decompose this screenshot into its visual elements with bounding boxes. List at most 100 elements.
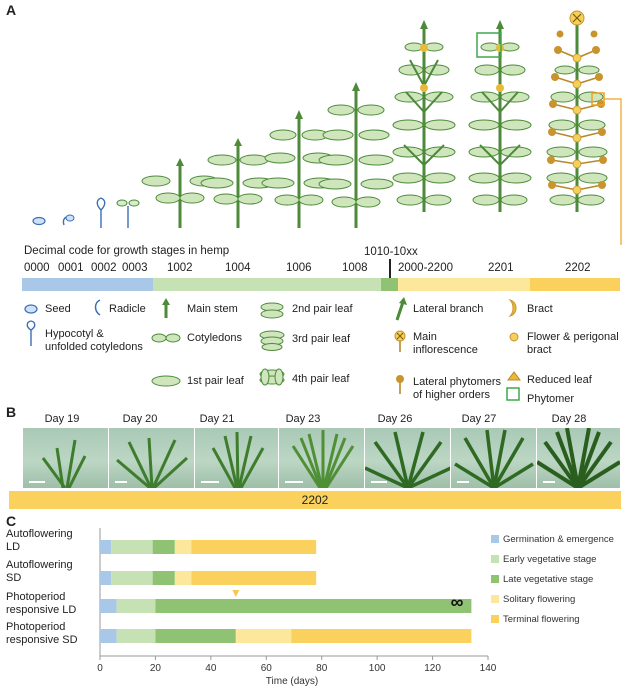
growth-stage-bar <box>22 278 620 291</box>
bar-segment <box>155 599 472 613</box>
legend-entry: Germination & emergence <box>503 534 614 545</box>
legend-entry: Late vegetative stage <box>503 574 593 585</box>
x-tick-label: 60 <box>261 663 273 674</box>
connector-line <box>604 98 622 245</box>
row-label: Photoperiod responsive SD <box>6 621 78 646</box>
code-label: 0000 <box>24 262 50 274</box>
legend-label: Cotyledons <box>187 332 243 344</box>
marker-code-label: 1010-10xx <box>364 246 418 258</box>
legend-label: Hypocotyl & unfolded cotyledons <box>45 328 143 353</box>
bar-segment <box>152 571 175 585</box>
cotyledons-icon <box>151 333 181 343</box>
plant-2202 <box>546 10 608 212</box>
legend-icons <box>24 297 521 401</box>
lateral-branch-icon <box>395 297 407 321</box>
phytomer-icon <box>506 387 520 401</box>
infinity-symbol: ∞ <box>451 592 464 612</box>
first-leaf-icon <box>151 375 181 387</box>
day-label: Day 20 <box>122 413 158 425</box>
x-axis-label: Time (days) <box>266 676 318 687</box>
code-label: 0003 <box>122 262 148 274</box>
bar-segment <box>174 540 192 554</box>
main-inflorescence-icon <box>394 330 406 352</box>
annotation-marker <box>232 590 240 597</box>
legend-entry: Solitary flowering <box>503 594 575 605</box>
x-tick-label: 140 <box>480 663 497 674</box>
fourth-leaf-icon <box>259 368 285 386</box>
plant-1002 <box>141 158 219 228</box>
growth-timeline-chart: 0 20 40 60 80 100 120 140 Time (days) ∞ Germina… <box>97 528 614 687</box>
plant-2000-2200 <box>392 20 456 212</box>
bar-segment <box>111 571 153 585</box>
bar-segment <box>100 599 117 613</box>
code-label: 2000-2200 <box>398 262 453 274</box>
stage-bar-segment <box>22 278 153 291</box>
legend-label: 3rd pair leaf <box>292 333 351 345</box>
stage-2202-label: 2202 <box>301 493 329 507</box>
day-label: Day 26 <box>377 413 413 425</box>
marker-line <box>389 259 391 281</box>
x-tick-label: 120 <box>424 663 441 674</box>
bar-segment <box>116 599 156 613</box>
legend-swatch <box>491 575 499 583</box>
bar-segment <box>111 540 153 554</box>
code-label: 1002 <box>167 262 193 274</box>
legend-label: Main stem <box>187 303 238 315</box>
code-label: 0001 <box>58 262 84 274</box>
radicle-icon <box>94 299 101 316</box>
bar-segment <box>191 571 317 585</box>
stage-bar-segment <box>398 278 530 291</box>
legend-label: Bract <box>527 303 553 315</box>
photo-day-23 <box>278 428 365 488</box>
photo-day-20 <box>108 428 195 488</box>
legend-label: 4th pair leaf <box>292 373 350 385</box>
legend-label: Main inflorescence <box>413 331 478 356</box>
bar-segment <box>100 540 112 554</box>
legend-label: 2nd pair leaf <box>292 303 353 315</box>
day-label: Day 23 <box>285 413 321 425</box>
third-leaf-icon <box>259 330 285 351</box>
photo-day-27 <box>450 428 537 488</box>
plant-2201 <box>468 20 532 212</box>
plant-1008 <box>318 82 394 228</box>
code-label: 2201 <box>488 262 514 274</box>
bar-segment <box>100 571 112 585</box>
legend-swatch <box>491 555 499 563</box>
bar-segment <box>152 540 175 554</box>
hypocotyl-icon <box>26 320 36 346</box>
phytomer-highlight-box <box>476 32 502 58</box>
bar-segment <box>174 571 192 585</box>
photo-day-19 <box>22 428 109 488</box>
second-leaf-icon <box>260 302 284 319</box>
stage-bar-segment <box>153 278 381 291</box>
legend-swatch <box>491 595 499 603</box>
bar-segment <box>291 629 472 643</box>
plant-1004 <box>200 138 276 228</box>
day-label: Day 19 <box>44 413 80 425</box>
seed-stage-drawings <box>32 197 140 228</box>
flower-icon <box>509 332 519 342</box>
main-stem-icon <box>162 298 170 318</box>
photo-day-28 <box>536 428 620 488</box>
legend-label: 1st pair leaf <box>187 375 244 387</box>
code-label: 2202 <box>565 262 591 274</box>
legend-label: Seed <box>45 303 71 315</box>
row-label: Photoperiod responsive LD <box>6 591 77 616</box>
plant-1006 <box>261 110 337 228</box>
row-label: Autoflowering SD <box>6 559 73 584</box>
bar-segment <box>191 540 317 554</box>
legend-entry: Early vegetative stage <box>503 554 596 565</box>
stage-2202-bar: 2202 <box>9 491 621 509</box>
bar-segment <box>155 629 236 643</box>
legend-entry: Terminal flowering <box>503 614 580 625</box>
seed-icon <box>24 304 38 314</box>
bar-segment <box>235 629 292 643</box>
lateral-phytomer-icon <box>396 375 404 394</box>
code-label: 1004 <box>225 262 251 274</box>
photo-day-26 <box>364 428 451 488</box>
reduced-leaf-icon <box>507 371 521 381</box>
bar-segment <box>116 629 156 643</box>
day-label: Day 21 <box>199 413 235 425</box>
legend-swatch <box>491 535 499 543</box>
panel-a-letter: A <box>6 2 17 18</box>
